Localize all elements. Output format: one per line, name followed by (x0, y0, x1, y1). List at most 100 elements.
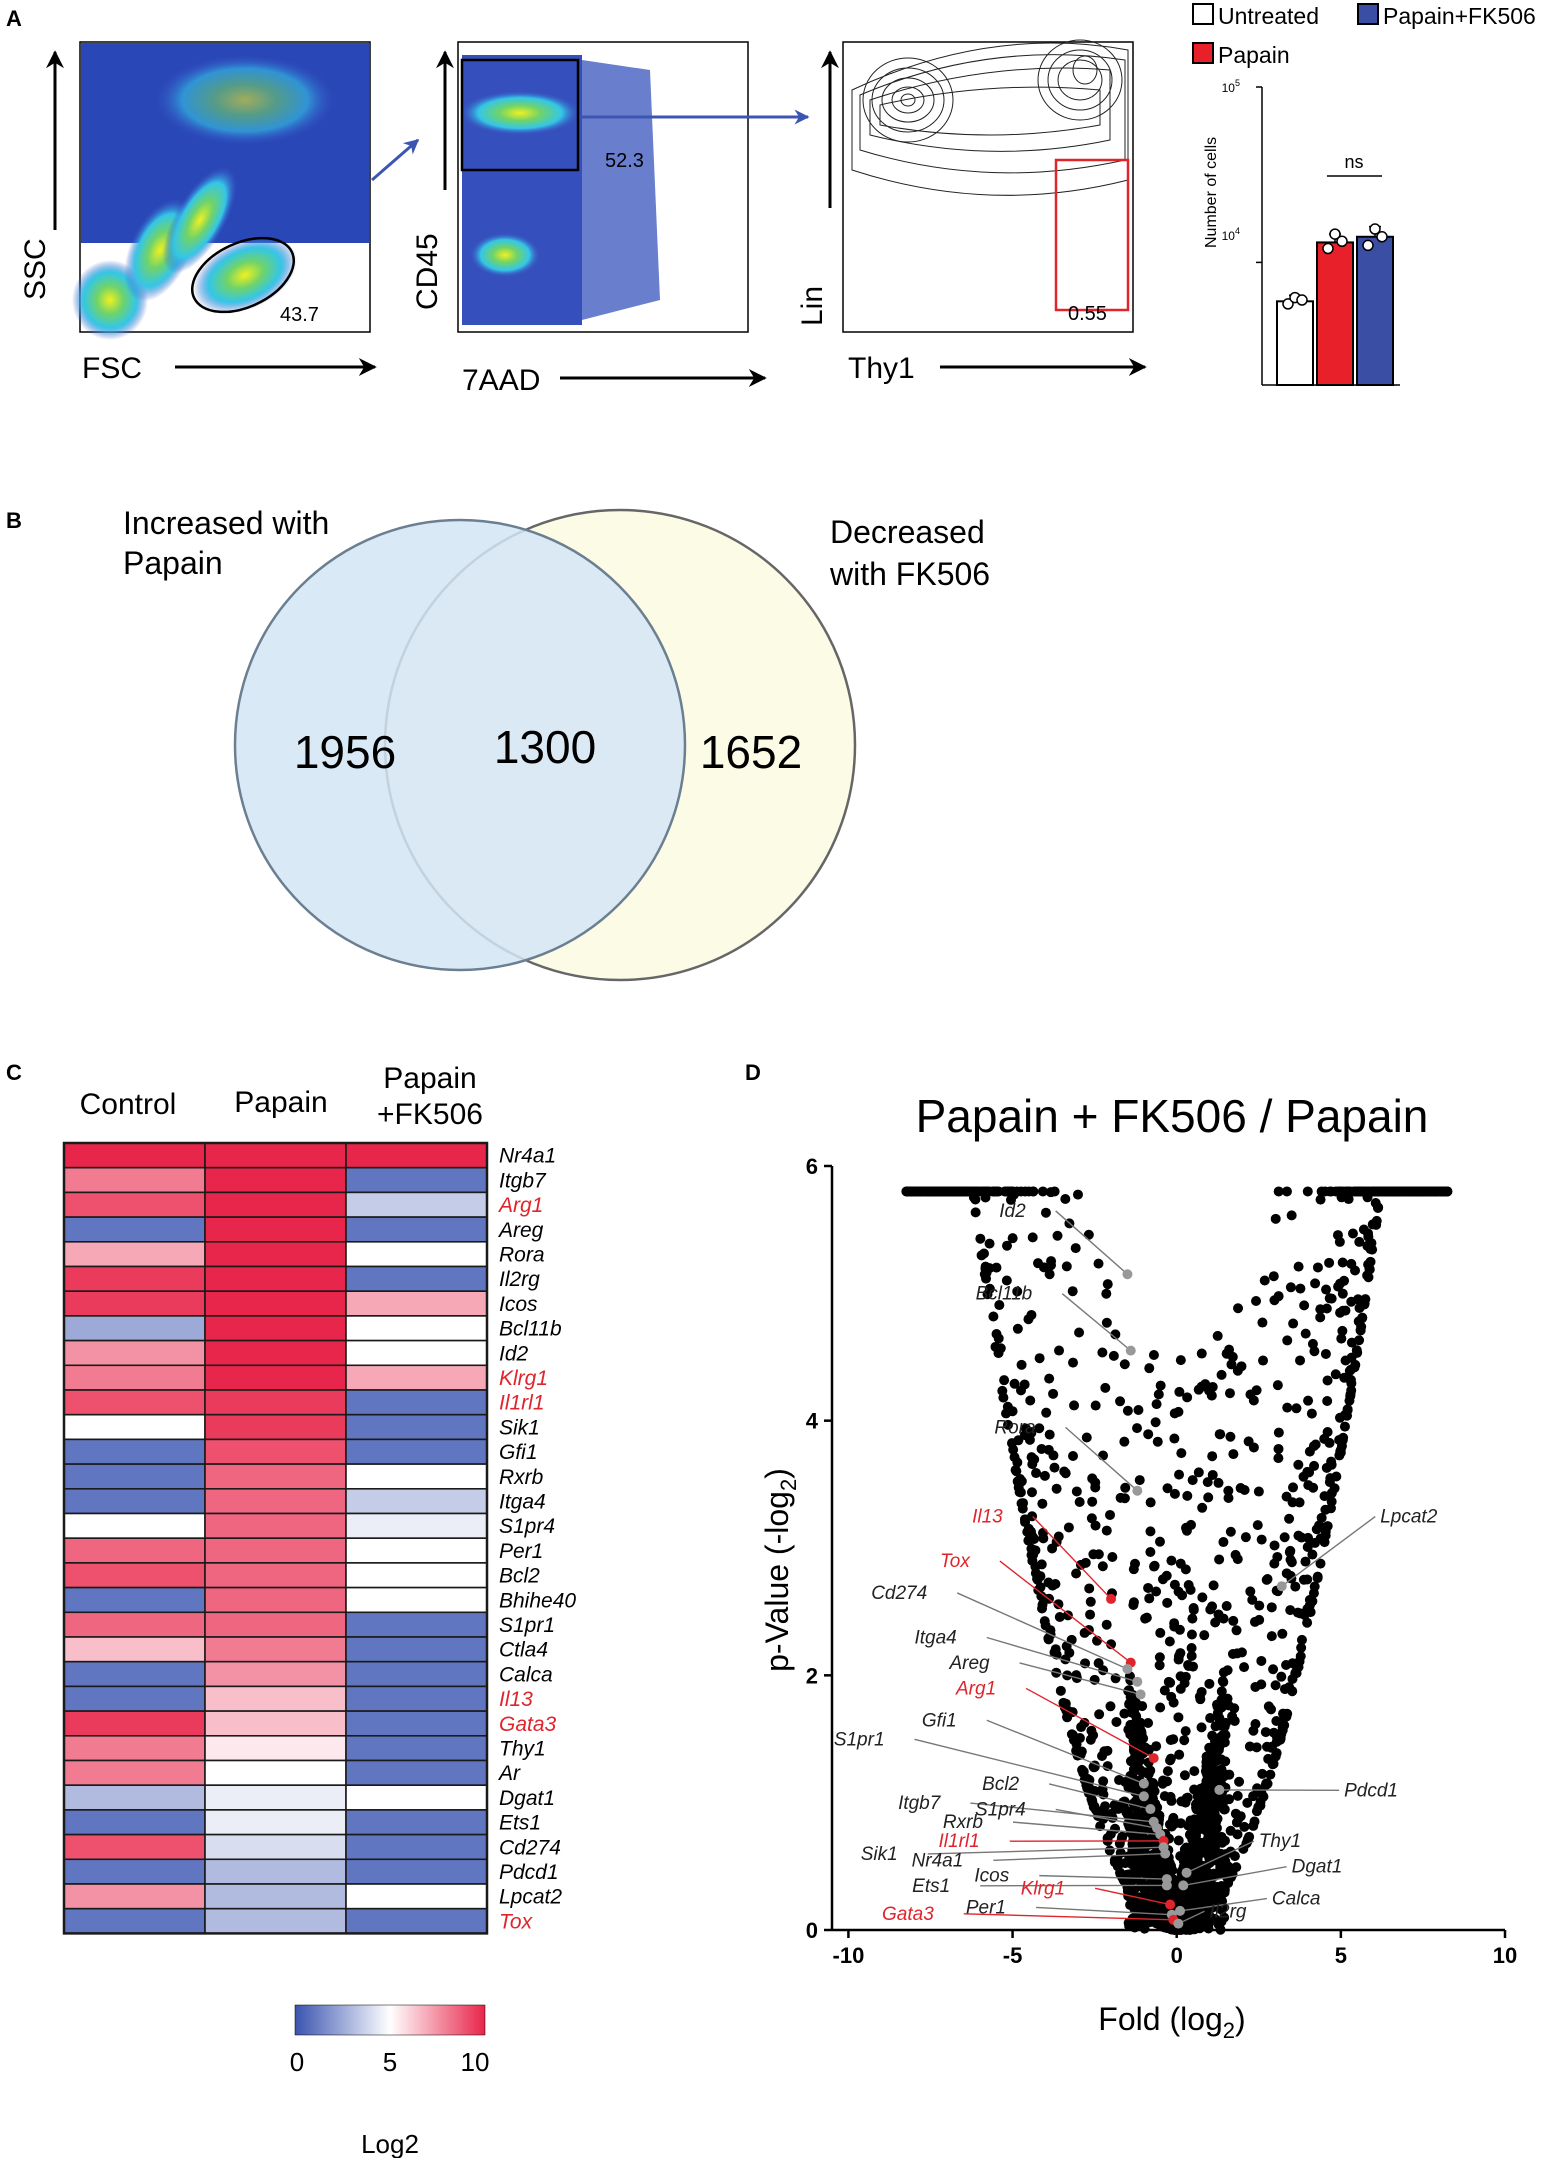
xtick-label: 10 (1493, 1943, 1517, 1968)
gene-point (1315, 1312, 1326, 1323)
gene-point (1193, 1467, 1204, 1478)
gene-point (1034, 1423, 1045, 1434)
heatmap-row-label: Gata3 (499, 1713, 557, 1736)
label-leader-line (1094, 1887, 1171, 1906)
bar-papain (1316, 241, 1354, 386)
gene-point (1130, 1825, 1141, 1836)
gene-point (1182, 1392, 1193, 1403)
heatmap-row-label: Rxrb (499, 1466, 544, 1489)
gene-point (1145, 1526, 1156, 1537)
heatmap-cell (63, 1216, 206, 1243)
heatmap-cell (345, 1216, 488, 1243)
gene-point (1105, 1509, 1116, 1520)
gene-point (1336, 1333, 1347, 1344)
gene-point (1104, 1845, 1115, 1856)
gene-point (1036, 1443, 1047, 1454)
axis-xlabel: 7AAD (462, 364, 540, 397)
label-leader-line (986, 1719, 1145, 1785)
highlighted-gene-point (1122, 1269, 1133, 1280)
heatmap-cell (204, 1265, 347, 1293)
legend-swatch-papain (1192, 42, 1214, 64)
heatmap-cell (204, 1586, 347, 1614)
gene-point (1357, 1313, 1368, 1324)
gene-point (1320, 1504, 1331, 1515)
gate-ellipse (190, 236, 296, 314)
gene-point (1132, 1807, 1143, 1818)
highlighted-gene-point (1138, 1778, 1149, 1789)
gene-point (1278, 1708, 1289, 1719)
gene-point (1276, 1671, 1287, 1682)
gene-point (1048, 1388, 1059, 1399)
highlighted-gene-point (1132, 1485, 1143, 1496)
gene-point (1206, 1390, 1217, 1401)
heatmap-cell (63, 1438, 206, 1465)
gene-point (1041, 1407, 1052, 1418)
gene-point (1232, 1829, 1243, 1840)
gene-point (1159, 1685, 1170, 1696)
highlighted-gene-point (1174, 1905, 1185, 1916)
gene-point (995, 1343, 1006, 1354)
gene-point (1232, 1365, 1243, 1376)
highlighted-gene-point (1178, 1880, 1189, 1891)
scale-tick-5: 5 (383, 2047, 397, 2077)
gene-point (1175, 1683, 1186, 1694)
gene-point (1083, 1229, 1094, 1240)
gene-label: Icos (974, 1866, 1009, 1887)
gene-point (1051, 1483, 1062, 1494)
highlighted-gene-point (1214, 1784, 1225, 1795)
gene-point (1143, 1769, 1154, 1780)
gene-point (1101, 1317, 1112, 1328)
gene-point (1067, 1286, 1078, 1297)
gene-point (1272, 1380, 1283, 1391)
heatmap-cell (63, 1191, 206, 1218)
gene-point (1005, 1194, 1016, 1205)
legend-untreated: Untreated (1218, 3, 1319, 29)
label-leader-line (1186, 1840, 1255, 1874)
heatmap-row-label: Per1 (499, 1540, 543, 1563)
label-leader-line (1019, 1662, 1141, 1696)
ytick-label: 0 (806, 1918, 818, 1943)
gene-point (1326, 1496, 1337, 1507)
heatmap-cell (345, 1364, 488, 1391)
gene-point (1334, 1186, 1345, 1197)
heatmap-cell (345, 1833, 488, 1861)
heatmap-cell (204, 1784, 347, 1811)
venn-count-overlap: 1300 (494, 721, 596, 773)
heatmap-row-label: Calca (499, 1663, 553, 1686)
ytick-label: 6 (806, 1154, 818, 1179)
axis-ylabel: Lin (796, 286, 829, 326)
venn-count-only-decreased: 1652 (700, 726, 802, 778)
gene-point (1229, 1715, 1240, 1726)
gene-point (1081, 1432, 1092, 1443)
gene-point (1299, 1300, 1310, 1311)
gene-point (1210, 1821, 1221, 1832)
gene-point (1076, 1746, 1087, 1757)
heatmap-cell (345, 1735, 488, 1762)
gene-point (1337, 1257, 1348, 1268)
gene-point (1403, 1186, 1414, 1197)
gene-point (1202, 1867, 1213, 1878)
gene-point (1343, 1194, 1354, 1205)
gene-point (1094, 1709, 1105, 1720)
heatmap-cell (63, 1537, 206, 1564)
heatmap-cell (345, 1488, 488, 1515)
gene-point (952, 1186, 963, 1197)
gene-point (1286, 1210, 1297, 1221)
gene-point (1243, 1436, 1254, 1447)
gene-label: Ets1 (912, 1876, 950, 1897)
gene-point (1128, 1564, 1139, 1575)
gene-point (1240, 1532, 1251, 1543)
gene-point (1210, 1914, 1221, 1925)
heatmap-cell (204, 1339, 347, 1367)
heatmap-cell (345, 1907, 488, 1935)
gene-point (1044, 1429, 1055, 1440)
gene-point (1001, 1275, 1012, 1286)
gene-point (1293, 1530, 1304, 1541)
gene-point (1307, 1549, 1318, 1560)
gene-point (1040, 1594, 1051, 1605)
gene-point (1144, 1593, 1155, 1604)
panel-label-c: C (6, 1060, 22, 1085)
gene-point (1003, 1419, 1014, 1430)
gene-point (1173, 1712, 1184, 1723)
gene-point (1295, 1651, 1306, 1662)
